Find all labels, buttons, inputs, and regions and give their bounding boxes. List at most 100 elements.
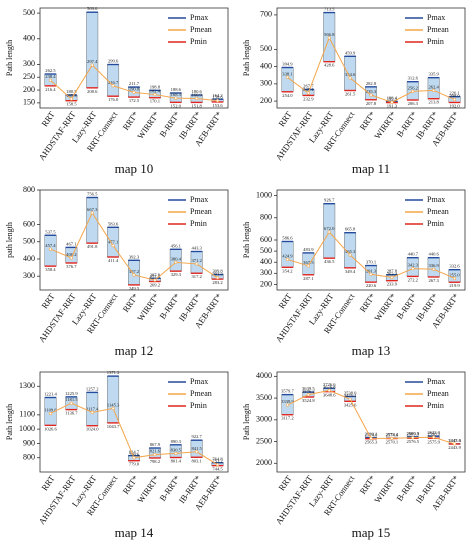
max-label: 188.6 (171, 87, 182, 92)
y-tick-label: 800 (23, 185, 35, 194)
mean-label: 165.3 (66, 93, 77, 98)
mean-marker (69, 401, 73, 405)
plot-frame (276, 371, 466, 473)
y-tick-label: 500 (23, 237, 35, 246)
y-tick-label: 300 (23, 59, 35, 68)
max-label: 764.8 (212, 457, 223, 462)
mean-label: 158.6 (212, 95, 223, 100)
max-label: 309.8 (212, 269, 223, 274)
y-axis-label: path length (5, 222, 14, 258)
min-label: 358.4 (45, 267, 56, 272)
mean-marker (369, 272, 373, 276)
max-label: 267.7 (303, 83, 314, 88)
y-tick-label: 1000 (256, 190, 272, 199)
mean-label: 336.9 (428, 263, 439, 268)
max-label: 2590.1 (365, 432, 378, 437)
x-tick-label: RRT* (357, 292, 377, 314)
legend-label: Pmin (190, 401, 207, 410)
x-tick-label: RRT (39, 109, 57, 129)
mean-label: 2574.6 (365, 432, 378, 437)
min-label: 349.4 (345, 269, 356, 274)
mean-marker (452, 97, 457, 102)
mean-marker (369, 436, 373, 440)
mean-label: 277.3 (150, 274, 161, 279)
max-label: 3579.7 (281, 389, 294, 394)
min-label: 329.3 (171, 272, 182, 277)
max-label: 299.6 (108, 59, 119, 64)
y-tick-label: 800 (260, 213, 272, 222)
subplot: 300 400 500 600 800 path length 537.5 457.4 358.… (5, 185, 229, 358)
x-tick-label: RRT* (120, 292, 140, 314)
max-label: 180.6 (191, 89, 202, 94)
mean-marker (348, 253, 352, 257)
mean-label: 338.1 (282, 71, 293, 76)
max-label: 890.3 (171, 439, 182, 444)
y-tick-label: 500 (23, 8, 35, 17)
y-tick-label: 300 (23, 271, 35, 280)
min-label: 803.1 (191, 458, 202, 463)
y-tick-label: 500 (260, 44, 272, 53)
mean-marker (90, 410, 94, 414)
max-label: 3726.6 (323, 382, 336, 387)
y-tick-label: 2500 (256, 436, 272, 445)
mean-label: 190.8 (129, 86, 140, 91)
y-tick-label: 500 (260, 246, 272, 255)
mean-marker (285, 403, 290, 407)
y-tick-label: 250 (23, 72, 35, 81)
mean-label: 3339.9 (281, 399, 294, 404)
max-label: 392.3 (129, 254, 140, 259)
mean-marker (132, 273, 136, 277)
max-label: 335.9 (428, 72, 439, 77)
chart-title: map 14 (115, 525, 154, 540)
legend-label: Pmax (427, 13, 445, 22)
x-tick-label: RRT (276, 473, 294, 493)
subplot: 800 900 1000 1100 1300 Path length 1221.4 1109.… (5, 370, 229, 540)
mean-label: 2574.6 (386, 432, 399, 437)
max-label: 440.7 (408, 252, 419, 257)
y-tick-label: 600 (260, 235, 272, 244)
legend-label: Pmax (190, 377, 208, 386)
min-label: 2565.3 (365, 440, 378, 445)
max-label: 503.6 (87, 6, 98, 11)
min-label: 207.8 (366, 101, 377, 106)
min-label: 176.0 (108, 97, 119, 102)
mean-marker (69, 97, 73, 101)
y-tick-label: 1100 (19, 410, 35, 419)
min-label: 261.5 (345, 92, 356, 97)
mean-marker (285, 257, 290, 262)
mean-marker (369, 93, 373, 97)
mean-label: 465.3 (345, 249, 356, 254)
max-label: 1257.2 (86, 386, 99, 391)
mean-label: 168.3 (171, 92, 182, 97)
mean-marker (153, 92, 157, 97)
y-tick-label: 200 (260, 96, 272, 105)
range-bar (86, 12, 99, 89)
mean-label: 821.6 (150, 449, 161, 454)
chart-title: map 10 (115, 161, 154, 176)
max-label: 2447.3 (448, 438, 461, 443)
max-label: 287.8 (150, 272, 161, 277)
legend-label: Pmin (190, 37, 207, 46)
max-label: 3538.0 (344, 390, 357, 395)
mean-marker (132, 90, 136, 95)
range-bar (107, 375, 120, 424)
mean-marker (432, 267, 436, 271)
mean-label: 256.2 (408, 85, 419, 90)
mean-label: 367.5 (303, 260, 314, 265)
legend-label: Pmean (190, 207, 212, 216)
mean-marker (285, 75, 290, 79)
y-axis-label: Path length (242, 404, 251, 440)
max-label: 483.9 (303, 247, 314, 252)
y-tick-label: 600 (23, 219, 35, 228)
mean-marker (452, 276, 457, 280)
max-label: 198.8 (150, 84, 161, 89)
mean-label: 667.3 (87, 207, 98, 212)
max-label: 2578.4 (386, 432, 399, 437)
chart-title: map 11 (352, 161, 390, 176)
min-label: 744.5 (212, 467, 223, 472)
mean-label: 457.4 (45, 243, 56, 248)
x-tick-label: WIRRT* (135, 474, 161, 505)
mean-marker (215, 276, 220, 280)
max-label: 2623.0 (427, 430, 440, 435)
min-label: 3425.6 (344, 402, 357, 407)
